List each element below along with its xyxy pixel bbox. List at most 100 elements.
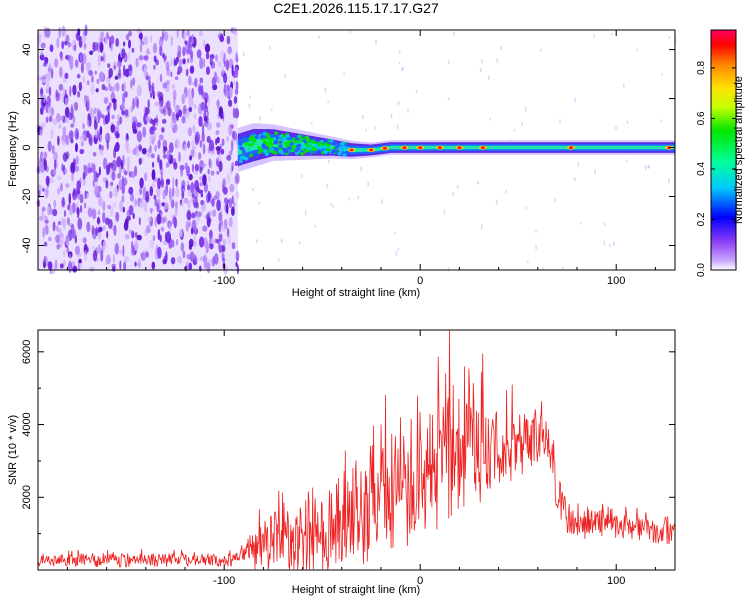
noise-blob	[152, 43, 158, 54]
noise-blob	[153, 194, 157, 200]
noise-blob	[111, 159, 117, 172]
noise-blob	[178, 151, 181, 163]
noise-blob	[93, 171, 99, 183]
noise-blob	[146, 152, 151, 158]
band-speckle	[252, 139, 257, 143]
noise-blob	[103, 157, 108, 170]
signal-band	[237, 123, 675, 172]
noise-blob	[112, 253, 115, 264]
sparse-noise	[407, 109, 409, 113]
sparse-noise	[401, 67, 403, 72]
x-tick-label: 100	[607, 275, 625, 287]
noise-blob	[115, 211, 120, 222]
sparse-noise	[248, 104, 251, 109]
noise-blob	[170, 71, 173, 78]
noise-blob	[116, 156, 122, 168]
noise-blob	[82, 75, 86, 84]
band-speckle	[238, 142, 243, 146]
snr-panel: -100 0 100 2000 4000 6000 Height of straight …	[7, 329, 676, 596]
noise-blob	[234, 88, 239, 95]
noise-blob	[134, 198, 138, 207]
noise-blob	[165, 231, 172, 244]
noise-blob	[132, 128, 138, 134]
noise-blob	[45, 116, 49, 123]
noise-blob	[186, 253, 191, 260]
noise-blob	[183, 143, 187, 152]
noise-blob	[43, 255, 47, 266]
noise-blob	[54, 259, 58, 270]
noise-blob	[91, 208, 97, 220]
noise-blob	[52, 169, 57, 175]
noise-blob	[152, 235, 155, 242]
noise-blob	[76, 180, 82, 190]
noise-blob	[175, 59, 180, 64]
noise-blob	[203, 256, 208, 263]
noise-blob	[161, 127, 165, 133]
noise-blob	[221, 223, 226, 233]
noise-blob	[64, 89, 67, 97]
noise-blob	[194, 163, 200, 172]
noise-blob	[149, 186, 154, 197]
sparse-noise	[623, 83, 625, 88]
noise-blob	[63, 210, 67, 217]
noise-blob	[147, 99, 150, 109]
noise-blob	[194, 131, 200, 144]
noise-blob	[205, 241, 209, 254]
noise-blob	[138, 55, 144, 61]
noise-blob	[153, 64, 156, 70]
noise-blob	[234, 107, 240, 119]
noise-blob	[57, 135, 60, 146]
noise-blob	[49, 177, 54, 184]
noise-blob	[144, 201, 148, 213]
noise-blob	[230, 139, 234, 152]
band-speckle	[300, 146, 305, 150]
band-speckle	[300, 152, 305, 156]
noise-blob	[229, 183, 235, 193]
noise-blob	[187, 200, 192, 209]
noise-blob	[201, 132, 205, 143]
sparse-noise	[396, 124, 399, 130]
noise-blob	[93, 115, 97, 124]
noise-blob	[106, 31, 109, 40]
noise-blob	[163, 146, 168, 152]
noise-blob	[171, 83, 175, 90]
noise-blob	[98, 71, 104, 82]
noise-blob	[98, 195, 103, 207]
sparse-noise	[525, 206, 528, 210]
noise-blob	[179, 228, 183, 238]
noise-blob	[43, 159, 47, 171]
noise-blob	[111, 98, 117, 104]
noise-blob	[122, 154, 125, 166]
noise-blob	[41, 78, 47, 84]
noise-blob	[117, 72, 122, 80]
noise-blob	[216, 199, 221, 212]
noise-blob	[235, 81, 239, 91]
noise-blob	[89, 107, 95, 119]
sparse-noise	[298, 241, 301, 245]
noise-blob	[232, 107, 236, 119]
sparse-noise	[269, 46, 271, 50]
noise-blob	[91, 75, 94, 83]
noise-blob	[72, 44, 75, 51]
sparse-noise	[332, 204, 334, 208]
noise-blob	[64, 118, 69, 123]
noise-blob	[122, 244, 125, 257]
noise-blob	[44, 57, 49, 63]
colorbar-tick-label: 0.8	[696, 61, 707, 75]
noise-blob	[151, 82, 155, 94]
colorbar-gradient	[711, 30, 736, 270]
colorbar: 0.0 0.2 0.4 0.6 0.8 Normalized spectral ampl…	[696, 29, 745, 277]
noise-blob	[154, 216, 158, 228]
noise-blob	[59, 66, 63, 78]
band-hotspot	[568, 146, 574, 150]
noise-blob	[59, 115, 64, 121]
noise-blob	[223, 72, 228, 84]
noise-blob	[227, 46, 232, 55]
noise-blob	[161, 202, 166, 207]
noise-blob	[228, 88, 233, 99]
colorbar-tick-label: 0.2	[696, 212, 707, 226]
snr-line	[37, 329, 675, 570]
noise-blob	[76, 73, 81, 79]
noise-blob	[84, 190, 87, 200]
noise-blob	[93, 107, 97, 115]
